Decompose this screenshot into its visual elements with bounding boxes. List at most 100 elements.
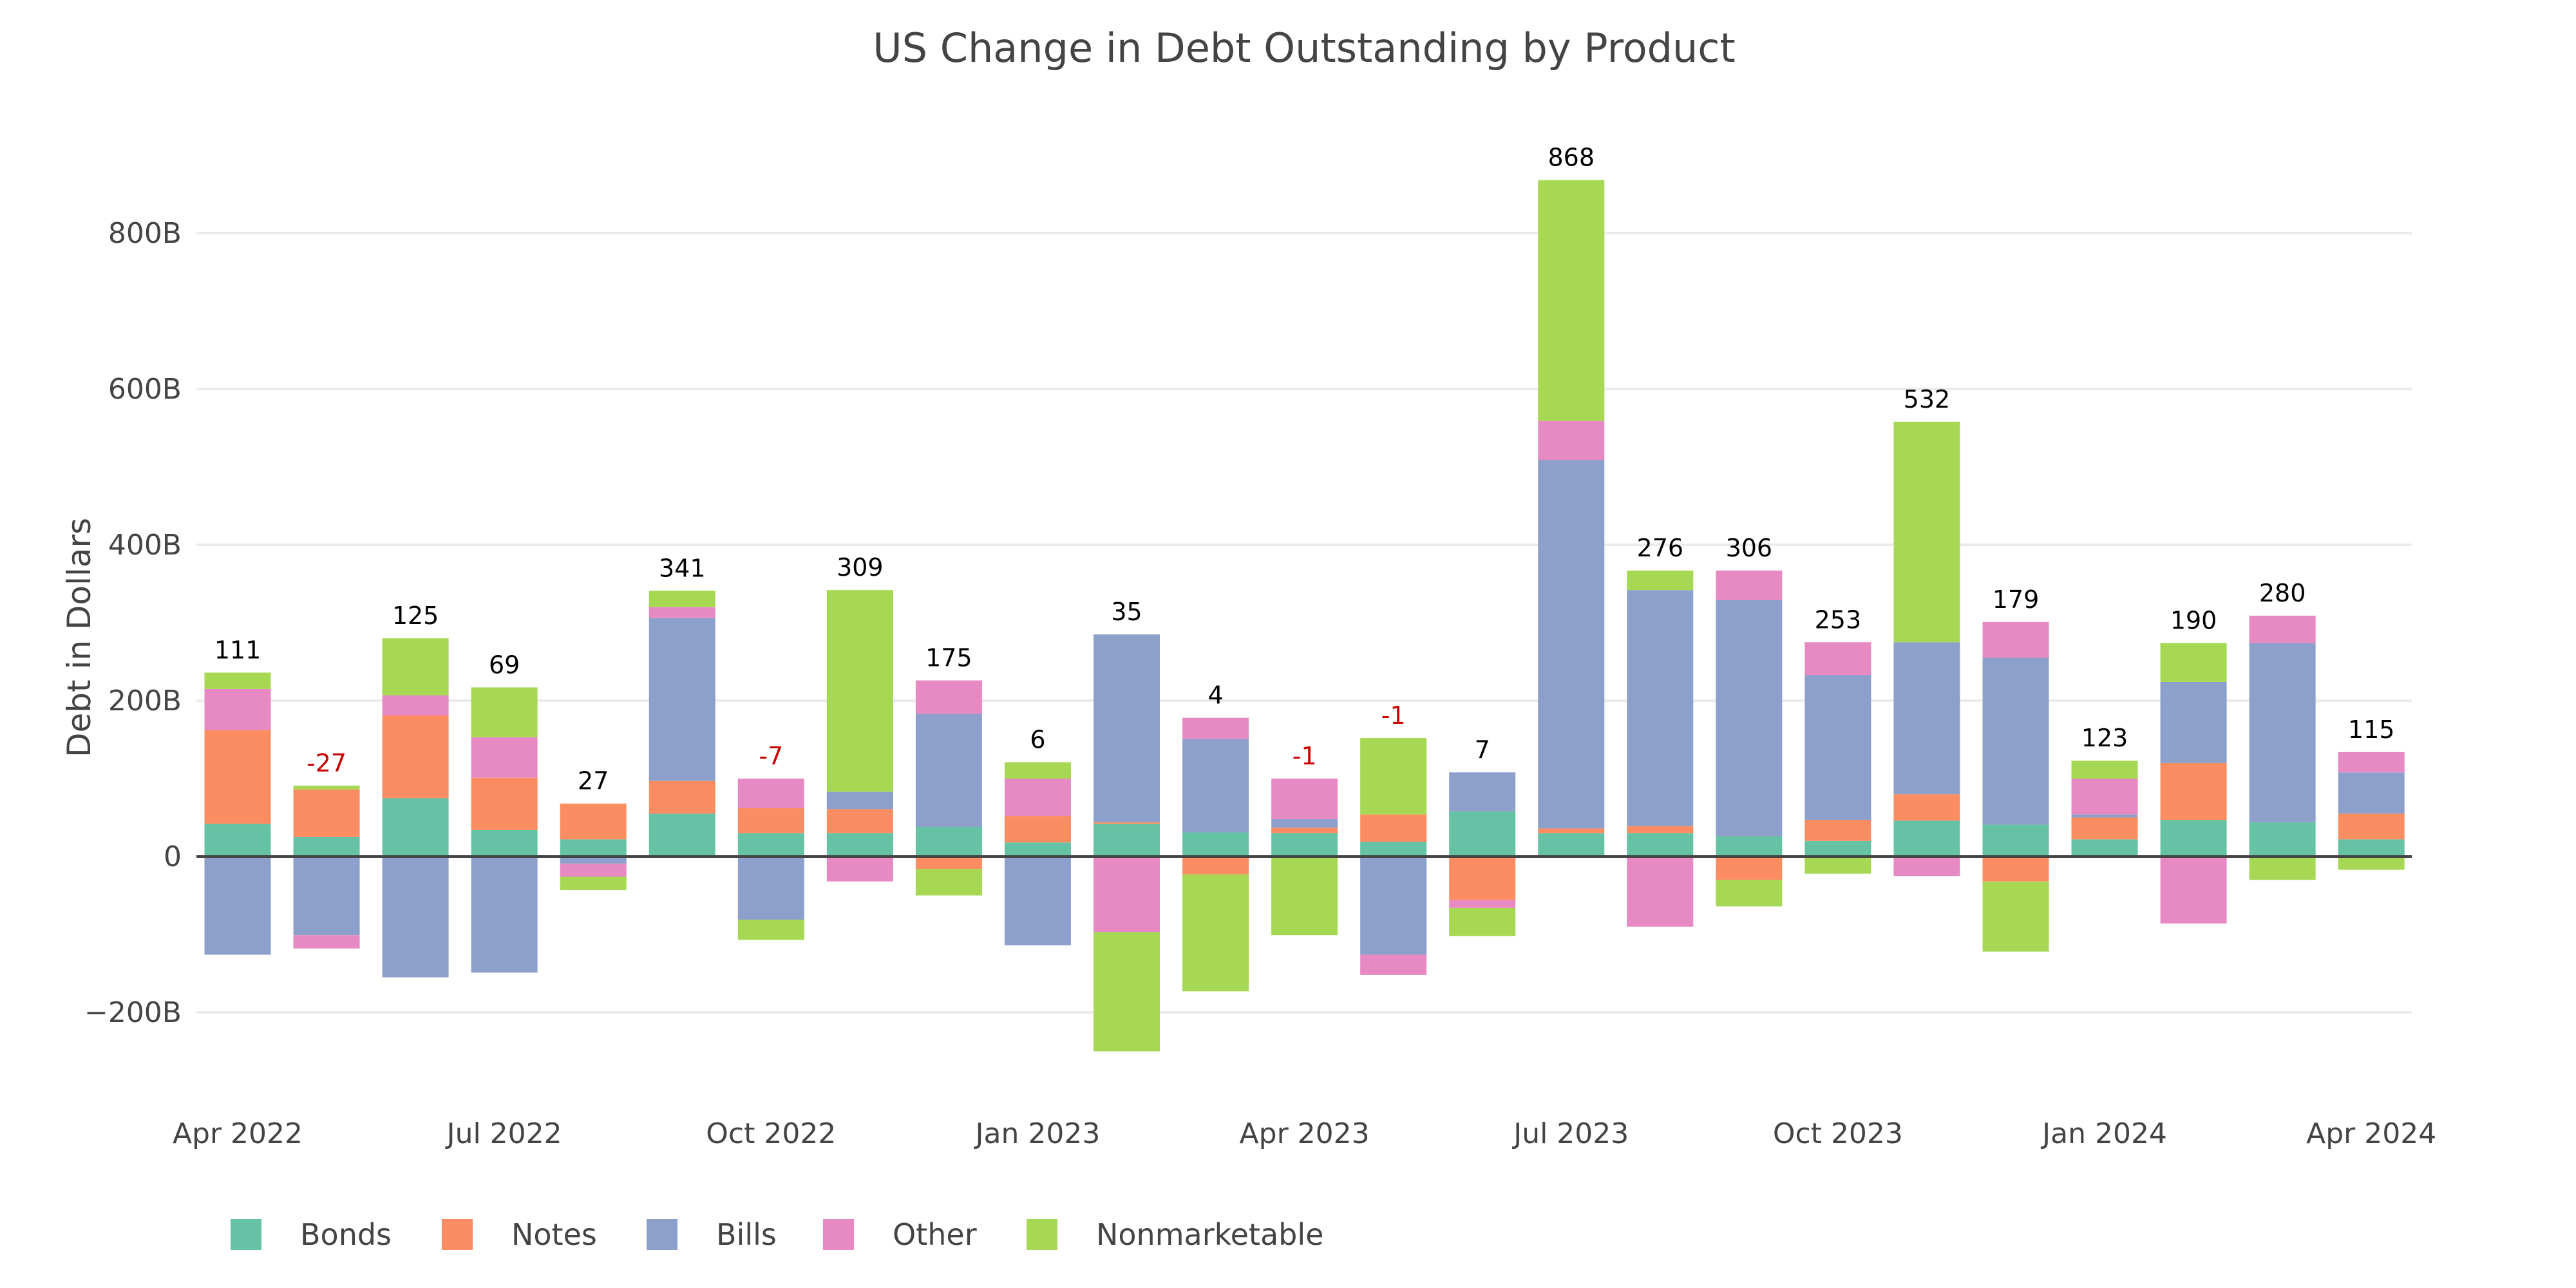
- bar-segment-nonmarketable-2023-10: [1804, 857, 1871, 874]
- bar-segment-bonds-2023-05: [1360, 842, 1427, 857]
- legend-label: Other: [893, 1217, 977, 1252]
- legend-item-nonmarketable[interactable]: Nonmarketable: [1027, 1217, 1323, 1252]
- bar-segment-notes-2022-04: [204, 730, 271, 824]
- legend-swatch: [823, 1219, 854, 1250]
- bar-segment-nonmarketable-2023-05: [1360, 738, 1427, 815]
- bar-segment-notes-2022-06: [382, 715, 449, 799]
- legend-swatch: [442, 1219, 473, 1250]
- bar-segment-nonmarketable-2024-01: [2071, 761, 2138, 779]
- y-tick-label: 400B: [108, 529, 182, 562]
- bar-segment-bills-2022-10: [737, 857, 804, 920]
- bar-segment-other-2023-11: [1893, 857, 1960, 876]
- bar-segment-bills-2023-08: [1627, 590, 1694, 826]
- y-tick-label: 800B: [108, 217, 182, 250]
- legend-label: Nonmarketable: [1096, 1217, 1323, 1252]
- bar-segment-bonds-2023-04: [1271, 833, 1338, 857]
- legend-swatch: [231, 1219, 261, 1250]
- total-label: -1: [1293, 742, 1317, 770]
- bar-segment-bills-2022-06: [382, 857, 449, 978]
- bar-segment-notes-2022-08: [560, 803, 627, 840]
- total-label: 253: [1815, 605, 1862, 634]
- bar-segment-notes-2022-07: [471, 777, 538, 830]
- bar-segment-notes-2023-03: [1182, 857, 1249, 875]
- legend-item-notes[interactable]: Notes: [442, 1217, 597, 1252]
- x-tick-label: Jul 2022: [445, 1117, 562, 1150]
- bar-segment-notes-2023-06: [1449, 857, 1516, 900]
- total-label: -7: [759, 742, 783, 770]
- total-label: 35: [1111, 598, 1142, 626]
- bar-segment-bills-2023-01: [1004, 857, 1071, 945]
- bar-segment-bills-2023-07: [1538, 460, 1605, 829]
- bar-segment-notes-2022-05: [293, 789, 360, 837]
- bar-segment-other-2023-06: [1449, 900, 1516, 908]
- bar-segment-nonmarketable-2022-12: [915, 869, 982, 896]
- bar-segment-nonmarketable-2023-06: [1449, 907, 1516, 936]
- bar-segment-bonds-2024-01: [2071, 839, 2138, 857]
- bar-segment-other-2023-05: [1360, 954, 1427, 975]
- legend-item-other[interactable]: Other: [823, 1217, 977, 1252]
- bar-segment-bonds-2022-08: [560, 839, 627, 857]
- bar-segment-other-2022-09: [649, 607, 715, 618]
- bar-segment-notes-2022-09: [649, 781, 715, 814]
- bar-segment-bills-2023-04: [1271, 819, 1338, 828]
- bar-segment-notes-2022-12: [915, 857, 982, 869]
- bar-segment-nonmarketable-2023-04: [1271, 857, 1338, 936]
- bar-segment-nonmarketable-2024-03: [2249, 857, 2316, 880]
- legend-label: Notes: [511, 1217, 597, 1252]
- bar-segment-other-2023-09: [1716, 570, 1783, 600]
- bar-segment-nonmarketable-2022-07: [471, 687, 538, 737]
- bar-segment-nonmarketable-2023-02: [1094, 932, 1160, 1052]
- bar-segment-notes-2023-08: [1627, 826, 1694, 833]
- legend-item-bills[interactable]: Bills: [647, 1217, 777, 1252]
- bar-segment-nonmarketable-2022-10: [737, 920, 804, 940]
- bar-segment-other-2023-01: [1004, 779, 1071, 817]
- total-label: 69: [489, 650, 520, 679]
- total-label: 280: [2259, 579, 2306, 607]
- bar-segment-other-2024-03: [2249, 616, 2316, 643]
- bar-segment-bonds-2023-11: [1893, 820, 1960, 857]
- total-labels-layer: 111 -27 125 69 27 341 -7 309 175 6 35 4 -1 -1 7 868 276 3…: [214, 144, 2395, 795]
- total-label: 6: [1030, 726, 1045, 754]
- bar-segment-notes-2023-02: [1094, 822, 1160, 824]
- bar-segment-bills-2023-05: [1360, 857, 1427, 955]
- bar-segment-bonds-2024-03: [2249, 822, 2316, 857]
- total-label: 4: [1208, 681, 1223, 710]
- bar-segment-other-2024-01: [2071, 779, 2138, 815]
- bar-segment-bonds-2023-02: [1094, 824, 1160, 857]
- bar-segment-other-2022-05: [293, 935, 360, 949]
- total-label: -1: [1381, 701, 1406, 730]
- bar-segment-bills-2023-11: [1893, 642, 1960, 795]
- bar-segment-other-2022-12: [915, 680, 982, 714]
- total-label: 179: [1993, 585, 2040, 614]
- bar-segment-nonmarketable-2022-08: [560, 876, 627, 891]
- bar-segment-bills-2023-10: [1804, 675, 1871, 820]
- x-axis: Apr 2022 Jul 2022 Oct 2022 Jan 2023 Apr 2023…: [173, 1117, 2436, 1150]
- bar-segment-notes-2024-01: [2071, 817, 2138, 840]
- bar-segment-other-2023-02: [1094, 857, 1160, 933]
- bar-segment-bills-2024-01: [2071, 814, 2138, 818]
- chart-title: US Change in Debt Outstanding by Product: [873, 24, 1735, 71]
- bar-segment-nonmarketable-2022-06: [382, 638, 449, 696]
- legend-item-bonds[interactable]: Bonds: [231, 1217, 392, 1252]
- bar-segment-bonds-2022-10: [737, 833, 804, 857]
- total-label: 276: [1637, 534, 1684, 562]
- y-tick-label: −200B: [84, 996, 182, 1029]
- bars-layer: [204, 180, 2405, 1052]
- bar-segment-nonmarketable-2023-09: [1716, 880, 1783, 907]
- legend-swatch: [1027, 1219, 1057, 1250]
- bar-segment-bonds-2023-03: [1182, 832, 1249, 857]
- legend: Bonds Notes Bills Other Nonmarketable: [231, 1217, 1323, 1252]
- bar-segment-other-2022-08: [560, 863, 627, 877]
- bar-segment-other-2024-04: [2338, 752, 2405, 773]
- bar-segment-nonmarketable-2022-04: [204, 672, 271, 689]
- legend-label: Bonds: [300, 1217, 392, 1252]
- y-axis: −200B 0 200B 400B 600B 800B: [84, 217, 182, 1029]
- bar-segment-notes-2023-12: [1982, 857, 2049, 882]
- bar-segment-bills-2023-09: [1716, 600, 1783, 837]
- bar-segment-bonds-2022-04: [204, 824, 271, 857]
- x-tick-label: Jan 2023: [974, 1117, 1101, 1150]
- total-label: 868: [1548, 144, 1595, 172]
- bar-segment-bonds-2022-05: [293, 837, 360, 857]
- legend-label: Bills: [716, 1217, 777, 1252]
